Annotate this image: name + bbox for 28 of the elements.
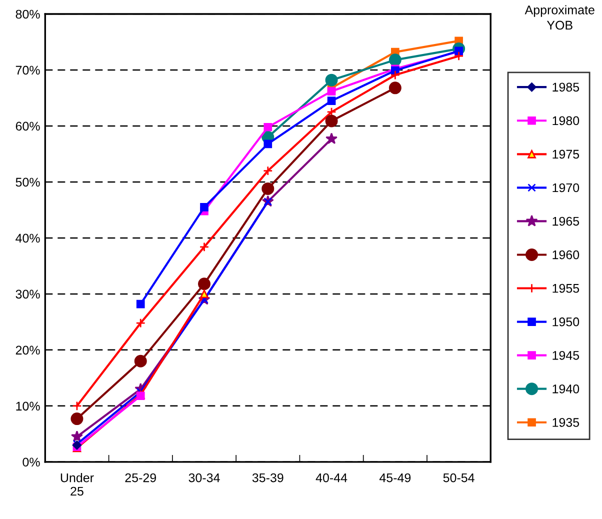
legend-label: 1940 bbox=[552, 384, 580, 394]
legend-label: 1980 bbox=[552, 116, 580, 126]
legend-label: 1960 bbox=[552, 250, 580, 260]
legend-label: 1955 bbox=[552, 284, 580, 293]
legend-label: 1985 bbox=[552, 82, 580, 92]
legend-label: 1970 bbox=[552, 183, 580, 192]
x-tick-label: 40-44 bbox=[316, 473, 348, 482]
legend-label: 1950 bbox=[552, 317, 580, 326]
legend-label: 1945 bbox=[552, 350, 580, 360]
x-tick-label: 35-39 bbox=[252, 473, 284, 482]
y-tick-label: 40% bbox=[16, 234, 40, 243]
legend-label: 1935 bbox=[552, 418, 580, 427]
y-tick-label: 20% bbox=[16, 346, 40, 355]
y-tick-label: 50% bbox=[16, 178, 40, 187]
y-tick-label: 10% bbox=[16, 402, 40, 411]
y-tick-label: 30% bbox=[16, 290, 40, 299]
legend-title: Approximate YOB bbox=[524, 5, 594, 30]
legend-label: 1975 bbox=[552, 150, 580, 159]
legend-label: 1965 bbox=[552, 216, 580, 226]
y-tick-label: 60% bbox=[16, 122, 40, 131]
x-tick-label: 25-29 bbox=[125, 473, 156, 482]
x-tick-label: Under 25 bbox=[60, 473, 94, 496]
y-tick-label: 70% bbox=[16, 66, 40, 75]
y-tick-label: 80% bbox=[16, 10, 40, 19]
y-tick-label: 0% bbox=[22, 458, 40, 467]
x-tick-label: 50-54 bbox=[443, 473, 474, 482]
x-tick-label: 30-34 bbox=[188, 473, 220, 482]
x-tick-label: 45-49 bbox=[379, 473, 411, 482]
